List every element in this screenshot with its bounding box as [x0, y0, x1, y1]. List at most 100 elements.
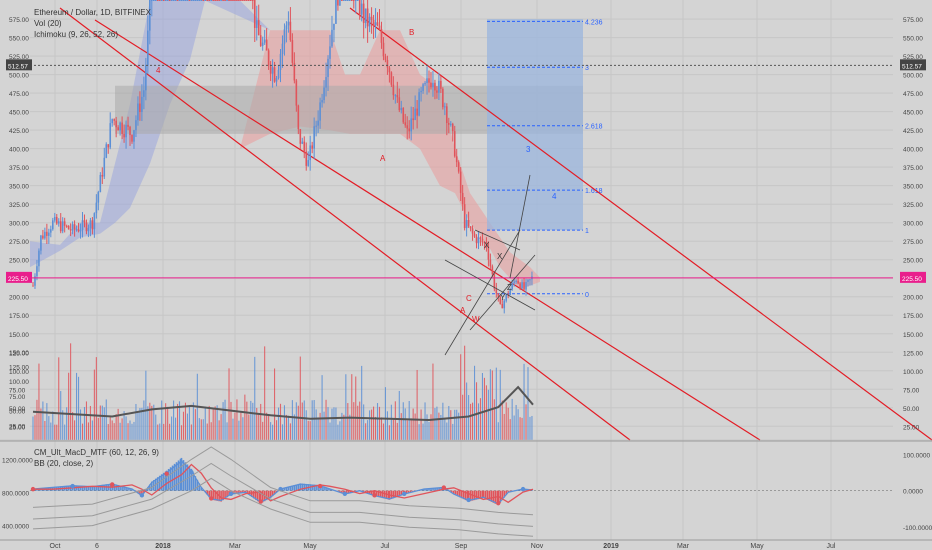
- candle-body: [515, 280, 517, 282]
- candle-body: [319, 102, 321, 121]
- candle-body: [366, 8, 369, 27]
- candle-body: [149, 0, 151, 31]
- price-tick-label: 50.00: [903, 406, 920, 413]
- cross-dot: [466, 497, 471, 503]
- candle-body: [343, 0, 345, 1]
- price-tick-label-left: 125.00: [9, 350, 29, 357]
- cross-dot: [110, 482, 115, 487]
- candle-body: [228, 0, 230, 1]
- candle-body: [333, 23, 335, 30]
- candle-body: [246, 0, 248, 1]
- price-tick-label: 300.00: [903, 221, 923, 228]
- fib-label: 1.618: [585, 188, 603, 195]
- cross-dot: [189, 469, 194, 475]
- candle-body: [323, 87, 325, 101]
- candle-body: [380, 29, 383, 43]
- cross-dot: [520, 486, 526, 492]
- cross-dot: [258, 499, 263, 504]
- price-tick-label-left: 575.00: [9, 17, 29, 24]
- candle-body: [121, 122, 123, 134]
- candle-body: [40, 235, 42, 251]
- candle-body: [34, 276, 36, 286]
- candle-body: [131, 135, 133, 142]
- price-tick-label: 525.00: [903, 54, 923, 61]
- candle-body: [32, 285, 34, 287]
- candle-body: [275, 78, 278, 82]
- candle-body: [113, 119, 115, 121]
- candle-body: [345, 0, 347, 1]
- fib-label: 1: [585, 228, 589, 235]
- wave-label: B: [409, 28, 414, 37]
- candle-body: [103, 157, 106, 177]
- candle-body: [85, 222, 88, 232]
- macd-tick-label-right: -100.0000: [903, 525, 932, 532]
- wave-label: X: [484, 241, 490, 250]
- candle-body: [261, 42, 264, 46]
- candle-body: [188, 0, 191, 1]
- candle-body: [127, 124, 129, 127]
- candle-body: [172, 0, 175, 1]
- candle-body: [305, 151, 308, 166]
- candle-body: [370, 16, 373, 20]
- candle-body: [394, 95, 397, 97]
- candle-body: [253, 0, 256, 28]
- candle-body: [271, 67, 274, 74]
- candle-body: [206, 0, 209, 1]
- candle-body: [75, 229, 78, 231]
- wave-label: 4: [552, 192, 557, 201]
- candle-body: [158, 0, 161, 1]
- volume-tick-label: 25.00: [9, 423, 26, 430]
- price-tick-label-left: 150.00: [9, 332, 29, 339]
- price-tick-label-left: 100.00: [9, 369, 29, 376]
- fib-label: 2.618: [585, 124, 603, 131]
- cross-dot: [402, 491, 407, 496]
- candle-body: [236, 0, 238, 1]
- candle-body: [335, 0, 337, 24]
- candle-body: [307, 160, 310, 166]
- candle-body: [174, 0, 177, 1]
- candle-body: [218, 0, 220, 1]
- candle-body: [184, 0, 187, 1]
- candle-body: [143, 90, 145, 97]
- candle-body: [269, 64, 272, 74]
- candle-body: [471, 228, 474, 234]
- candle-body: [176, 0, 179, 1]
- candle-body: [392, 84, 395, 96]
- price-tick-label-left: 350.00: [9, 184, 29, 191]
- fib-label: 3: [585, 65, 589, 72]
- candle-body: [347, 0, 349, 1]
- candle-body: [311, 145, 313, 149]
- candle-body: [259, 35, 262, 46]
- candle-body: [299, 129, 302, 144]
- candle-body: [513, 281, 515, 284]
- candle-body: [293, 62, 296, 81]
- candle-body: [289, 21, 292, 41]
- cross-dot: [228, 491, 234, 496]
- candle-body: [424, 83, 426, 85]
- price-tick-label-left: 475.00: [9, 91, 29, 98]
- candle-body: [83, 220, 86, 223]
- candle-body: [91, 220, 94, 230]
- candle-body: [420, 90, 422, 93]
- candle-body: [321, 100, 323, 103]
- candle-body: [48, 232, 50, 236]
- candle-body: [501, 303, 504, 309]
- candle-body: [428, 78, 430, 83]
- candle-body: [93, 213, 96, 230]
- price-tick-label-left: 375.00: [9, 165, 29, 172]
- upper-level-tag-left: 512.57: [8, 63, 28, 70]
- candle-body: [273, 67, 276, 82]
- candle-body: [362, 3, 365, 23]
- candle-body: [487, 247, 490, 260]
- upper-level-tag-right-bg: [900, 59, 926, 71]
- candle-body: [38, 250, 40, 267]
- time-tick-label: Mar: [229, 543, 242, 550]
- candle-body: [301, 141, 304, 144]
- candle-body: [315, 125, 317, 127]
- candle-body: [388, 67, 391, 73]
- candle-body: [337, 0, 339, 6]
- candle-body: [448, 123, 450, 125]
- candle-body: [279, 53, 282, 70]
- candle-body: [469, 226, 472, 229]
